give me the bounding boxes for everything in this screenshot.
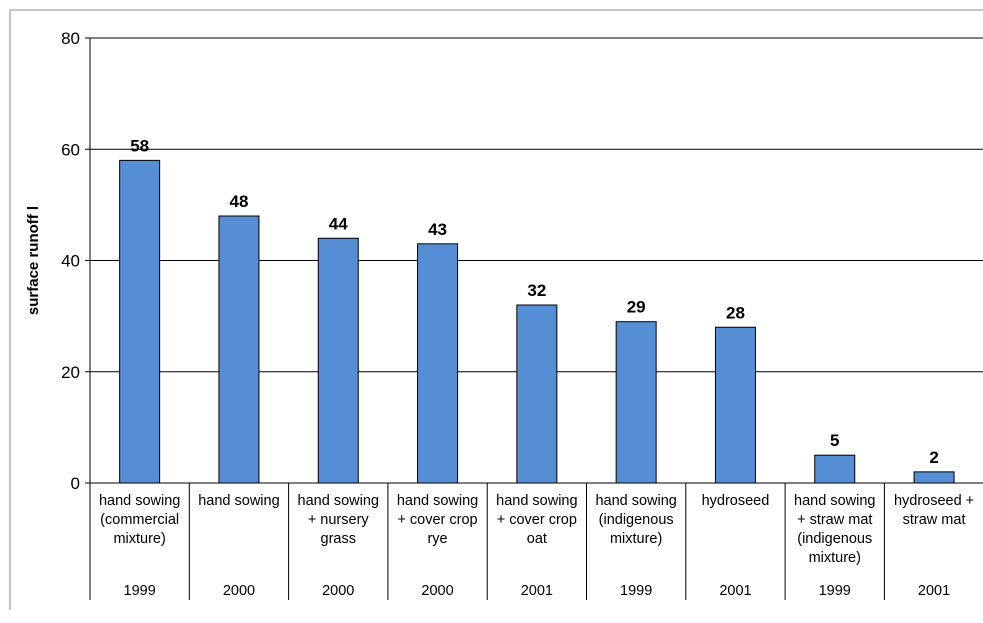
- category-label: hand sowing: [595, 493, 676, 509]
- category-label: hand sowing: [397, 493, 478, 509]
- category-label: hydroseed +: [894, 493, 974, 509]
- data-label: 29: [627, 298, 646, 317]
- year-label: 2000: [322, 583, 354, 599]
- bar: [913, 471, 955, 484]
- bar: [714, 326, 756, 484]
- year-label: 2001: [521, 583, 553, 599]
- data-label: 43: [428, 220, 447, 239]
- data-label: 28: [726, 303, 745, 322]
- category-label: (indigenous: [599, 512, 674, 528]
- y-tick-label: 20: [61, 363, 80, 382]
- category-label: grass: [321, 531, 356, 547]
- category-label: rye: [427, 531, 447, 547]
- bar: [516, 304, 558, 484]
- category-label: hand sowing: [99, 493, 180, 509]
- category-label: hand sowing: [496, 493, 577, 509]
- year-label: 2000: [223, 583, 255, 599]
- category-label: hand sowing: [794, 493, 875, 509]
- category-label: (indigenous: [797, 531, 872, 547]
- data-label: 5: [830, 431, 839, 450]
- y-tick-label: 40: [61, 252, 80, 271]
- data-label: 2: [929, 448, 938, 467]
- y-tick-label: 80: [61, 29, 80, 48]
- bar: [218, 215, 260, 484]
- year-label: 1999: [124, 583, 156, 599]
- y-axis-label: surface runoff l: [25, 206, 42, 315]
- category-label: mixture): [610, 531, 662, 547]
- category-label: + cover crop: [397, 512, 477, 528]
- y-tick-label: 60: [61, 140, 80, 159]
- data-label: 44: [329, 214, 348, 233]
- category-label: mixture): [113, 531, 165, 547]
- category-label: + straw mat: [797, 512, 872, 528]
- year-label: 2001: [918, 583, 950, 599]
- data-label: 32: [527, 281, 546, 300]
- bar: [417, 243, 459, 484]
- data-label: 48: [229, 192, 248, 211]
- category-label: hydroseed: [702, 493, 770, 509]
- bar: [615, 321, 657, 484]
- category-label: + cover crop: [497, 512, 577, 528]
- bar: [119, 159, 161, 484]
- category-label: hand sowing: [298, 493, 379, 509]
- category-label: oat: [527, 531, 547, 547]
- bar: [814, 454, 856, 484]
- year-label: 2000: [421, 583, 453, 599]
- category-label: straw mat: [903, 512, 966, 528]
- year-label: 1999: [620, 583, 652, 599]
- bar: [317, 237, 359, 484]
- year-label: 2001: [719, 583, 751, 599]
- y-tick-label: 0: [71, 474, 80, 493]
- year-label: 1999: [819, 583, 851, 599]
- data-label: 58: [130, 136, 149, 155]
- category-label: (commercial: [100, 512, 179, 528]
- category-label: mixture): [809, 550, 861, 566]
- category-label: + nursery: [308, 512, 370, 528]
- category-label: hand sowing: [198, 493, 279, 509]
